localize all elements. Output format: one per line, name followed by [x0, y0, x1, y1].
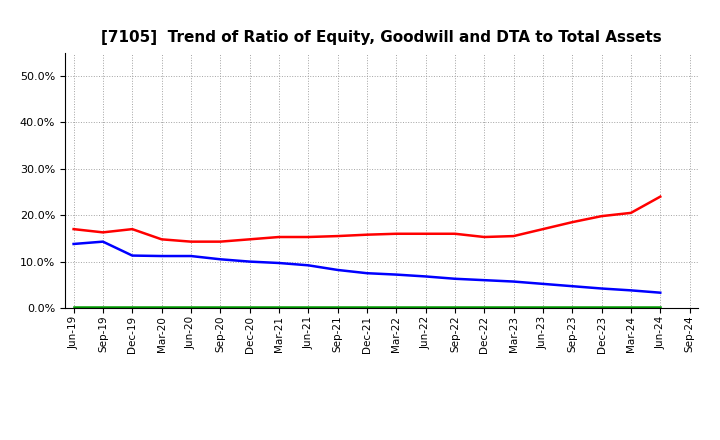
Equity	[568, 220, 577, 225]
Deferred Tax Assets	[69, 304, 78, 310]
Goodwill	[186, 253, 195, 259]
Goodwill	[69, 241, 78, 246]
Goodwill	[451, 276, 459, 282]
Goodwill	[598, 286, 606, 291]
Deferred Tax Assets	[274, 304, 283, 310]
Deferred Tax Assets	[480, 304, 489, 310]
Goodwill	[157, 253, 166, 259]
Deferred Tax Assets	[186, 304, 195, 310]
Line: Goodwill: Goodwill	[73, 242, 660, 293]
Deferred Tax Assets	[246, 304, 254, 310]
Goodwill	[509, 279, 518, 284]
Goodwill	[333, 268, 342, 273]
Deferred Tax Assets	[392, 304, 400, 310]
Goodwill	[128, 253, 137, 258]
Equity	[539, 227, 547, 232]
Deferred Tax Assets	[99, 304, 107, 310]
Equity	[274, 235, 283, 240]
Deferred Tax Assets	[304, 304, 312, 310]
Goodwill	[392, 272, 400, 277]
Equity	[99, 230, 107, 235]
Title: [7105]  Trend of Ratio of Equity, Goodwill and DTA to Total Assets: [7105] Trend of Ratio of Equity, Goodwil…	[102, 29, 662, 45]
Deferred Tax Assets	[128, 304, 137, 310]
Deferred Tax Assets	[656, 304, 665, 310]
Deferred Tax Assets	[363, 304, 372, 310]
Equity	[69, 227, 78, 232]
Equity	[246, 237, 254, 242]
Goodwill	[656, 290, 665, 295]
Goodwill	[421, 274, 430, 279]
Equity	[480, 235, 489, 240]
Goodwill	[363, 271, 372, 276]
Goodwill	[216, 257, 225, 262]
Goodwill	[274, 260, 283, 266]
Deferred Tax Assets	[216, 304, 225, 310]
Equity	[598, 213, 606, 219]
Equity	[186, 239, 195, 244]
Deferred Tax Assets	[598, 304, 606, 310]
Goodwill	[304, 263, 312, 268]
Deferred Tax Assets	[539, 304, 547, 310]
Deferred Tax Assets	[157, 304, 166, 310]
Deferred Tax Assets	[421, 304, 430, 310]
Deferred Tax Assets	[626, 304, 635, 310]
Goodwill	[626, 288, 635, 293]
Goodwill	[246, 259, 254, 264]
Deferred Tax Assets	[333, 304, 342, 310]
Equity	[656, 194, 665, 199]
Line: Equity: Equity	[73, 197, 660, 242]
Goodwill	[99, 239, 107, 244]
Deferred Tax Assets	[509, 304, 518, 310]
Equity	[451, 231, 459, 236]
Goodwill	[539, 281, 547, 286]
Equity	[509, 234, 518, 239]
Equity	[304, 235, 312, 240]
Deferred Tax Assets	[568, 304, 577, 310]
Equity	[157, 237, 166, 242]
Equity	[626, 210, 635, 216]
Equity	[392, 231, 400, 236]
Equity	[216, 239, 225, 244]
Equity	[363, 232, 372, 237]
Equity	[128, 227, 137, 232]
Equity	[421, 231, 430, 236]
Goodwill	[480, 278, 489, 283]
Deferred Tax Assets	[451, 304, 459, 310]
Equity	[333, 234, 342, 239]
Goodwill	[568, 283, 577, 289]
